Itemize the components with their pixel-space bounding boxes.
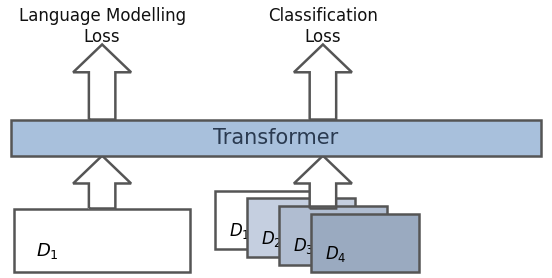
FancyBboxPatch shape — [279, 206, 387, 265]
Text: $D_1$: $D_1$ — [36, 241, 59, 261]
Text: $D_4$: $D_4$ — [325, 244, 347, 264]
Polygon shape — [294, 156, 352, 208]
Text: Classification
Loss: Classification Loss — [268, 7, 378, 46]
FancyBboxPatch shape — [311, 214, 419, 272]
Polygon shape — [73, 156, 131, 208]
Text: $D_2$: $D_2$ — [261, 229, 282, 249]
Text: Language Modelling
Loss: Language Modelling Loss — [19, 7, 185, 46]
Text: Transformer: Transformer — [214, 128, 338, 148]
Text: $D_1$: $D_1$ — [229, 221, 250, 241]
FancyBboxPatch shape — [11, 120, 541, 156]
FancyBboxPatch shape — [247, 198, 355, 257]
Polygon shape — [73, 44, 131, 120]
FancyBboxPatch shape — [215, 191, 323, 249]
FancyBboxPatch shape — [14, 208, 190, 272]
Text: $D_3$: $D_3$ — [293, 236, 315, 256]
Polygon shape — [294, 44, 352, 120]
